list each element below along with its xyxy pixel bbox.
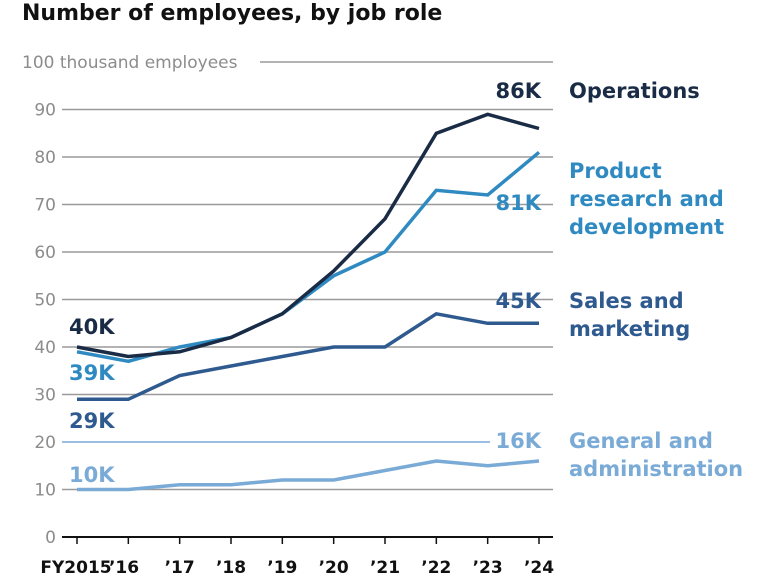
series-name-label: Operations	[569, 79, 700, 103]
x-tick-label: ’24	[524, 558, 554, 578]
x-tick-label: ’16	[109, 558, 139, 578]
y-tick-label: 70	[34, 196, 56, 216]
end-value-label: 45K	[496, 289, 542, 313]
x-tick-label: ’23	[473, 558, 503, 578]
y-tick-label: 20	[34, 433, 56, 453]
end-value-label: 81K	[496, 191, 542, 215]
series-labels: 40K 39K 29K 10K 86K 81K 45K 16K Operations Produc…	[69, 79, 743, 487]
series-line-1	[76, 150, 541, 364]
y-tick-label: 40	[34, 338, 56, 358]
end-value-label: 86K	[496, 79, 542, 103]
y-axis-ticks: 10 20 30 40 50 60 70 80 90 100 thousand employees…	[22, 53, 238, 548]
series-name-label: research and	[569, 187, 724, 211]
x-tick-label: ’19	[267, 558, 297, 578]
y-tick-label: 0	[45, 528, 56, 548]
x-axis: FY2015’16 ’17 ’18 ’19 ’20 ’21 ’22 ’23 ’24	[40, 536, 554, 578]
y-tick-label: 80	[34, 148, 56, 168]
y-tick-label: 50	[34, 291, 56, 311]
start-value-label: 40K	[69, 315, 115, 339]
x-tick-label: ’17	[165, 558, 195, 578]
series-line-0	[76, 112, 540, 359]
end-value-label: 16K	[496, 429, 542, 453]
series-name-label: Product	[569, 159, 662, 183]
x-tick-label: FY2015	[40, 558, 111, 578]
y-axis-unit-label: 100 thousand employees	[22, 53, 238, 73]
x-tick-label: ’22	[421, 558, 451, 578]
series-name-label: General and	[569, 429, 713, 453]
series-name-label: development	[569, 215, 724, 239]
x-tick-label: ’20	[319, 558, 349, 578]
series-name-label: administration	[569, 457, 743, 481]
start-value-label: 10K	[69, 463, 115, 487]
y-tick-label: 30	[34, 386, 56, 406]
series-lines	[76, 112, 541, 492]
chart-title: Number of employees, by job role	[22, 1, 442, 26]
series-line-2	[77, 311, 539, 402]
start-value-label: 39K	[69, 361, 115, 385]
y-tick-label: 90	[34, 101, 56, 121]
start-value-label: 29K	[69, 409, 115, 433]
x-tick-label: ’18	[216, 558, 246, 578]
y-tick-label: 10	[34, 481, 56, 501]
x-tick-label: ’21	[370, 558, 400, 578]
series-line-3	[77, 459, 540, 492]
gridlines	[62, 61, 553, 491]
series-name-label: Sales and	[569, 289, 684, 313]
y-tick-label: 60	[34, 243, 56, 263]
series-name-label: marketing	[569, 317, 690, 341]
